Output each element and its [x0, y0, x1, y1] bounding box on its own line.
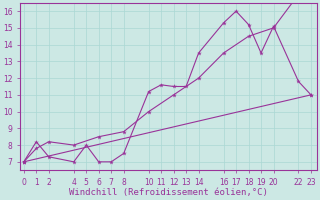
- X-axis label: Windchill (Refroidissement éolien,°C): Windchill (Refroidissement éolien,°C): [69, 188, 268, 197]
